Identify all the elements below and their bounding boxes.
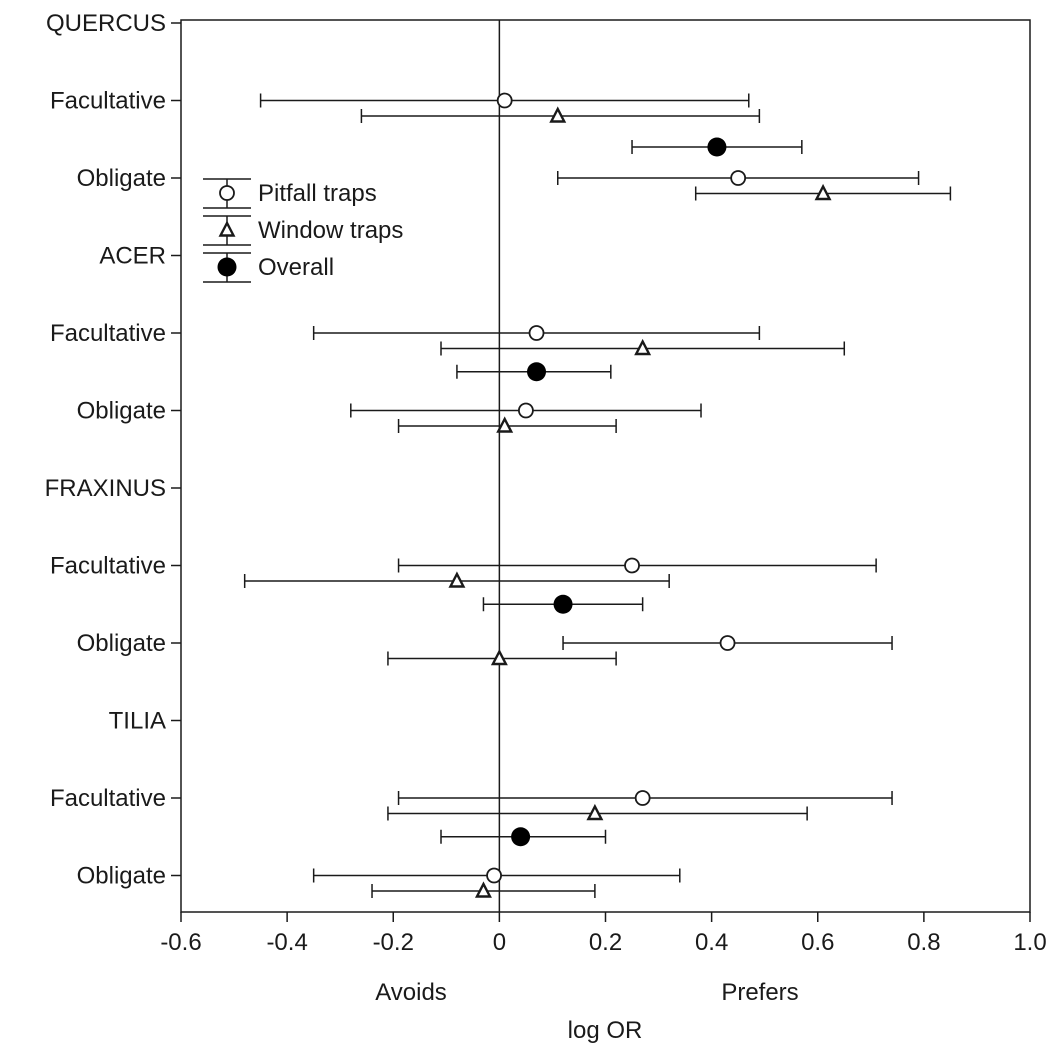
x-tick-label: -0.4 [266, 929, 307, 956]
x-tick-label: 0.8 [907, 929, 940, 956]
overall-marker [553, 594, 573, 614]
row-label: Obligate [77, 630, 166, 657]
row-label: QUERCUS [46, 10, 166, 37]
x-axis-label: log OR [568, 1017, 643, 1044]
x-tick-label: -0.6 [160, 929, 201, 956]
row-label: Obligate [77, 863, 166, 890]
row-label: Facultative [50, 320, 166, 347]
row-label: Facultative [50, 785, 166, 812]
row-label: Obligate [77, 165, 166, 192]
row-label: Facultative [50, 88, 166, 115]
pitfall-marker [730, 170, 747, 186]
pitfall-marker [518, 402, 534, 419]
window-marker [448, 571, 466, 588]
avoids-annotation: Avoids [375, 979, 447, 1006]
pitfall-marker [634, 790, 651, 806]
legend-label: Overall [258, 254, 334, 281]
window-marker [218, 220, 236, 237]
series-layer [243, 92, 952, 898]
legend: Pitfall traps Window traps Overall [203, 178, 403, 283]
row-labels: QUERCUS Facultative Obligate ACER Facultativ… [45, 10, 181, 890]
x-tick-label: 0.2 [589, 929, 622, 956]
legend-label: Pitfall traps [258, 180, 377, 207]
row-label: ACER [99, 243, 166, 270]
x-tick-label: 0.4 [695, 929, 728, 956]
window-marker [814, 183, 832, 201]
x-axis: -0.6 -0.4 -0.2 0 0.2 0.4 0.6 0.8 1.0 [160, 912, 1047, 956]
pitfall-marker [719, 635, 736, 651]
row-label: FRAXINUS [45, 475, 166, 502]
window-marker [490, 648, 508, 666]
x-tick-label: 1.0 [1013, 929, 1046, 956]
window-marker [549, 106, 567, 123]
x-tick-label: -0.2 [373, 929, 414, 956]
row-label: Obligate [77, 398, 166, 425]
overall-marker [707, 137, 727, 157]
pitfall-marker [624, 557, 640, 574]
row-label: Facultative [50, 553, 166, 580]
window-marker [634, 338, 652, 356]
overall-marker [527, 362, 547, 382]
window-marker [586, 803, 604, 821]
x-tick-label: 0.6 [801, 929, 834, 956]
pitfall-marker [486, 867, 502, 884]
pitfall-marker [496, 92, 513, 109]
window-marker [474, 881, 492, 898]
prefers-annotation: Prefers [721, 979, 798, 1006]
x-tick-label: 0 [493, 929, 506, 956]
window-marker [496, 416, 514, 433]
legend-label: Window traps [258, 217, 403, 244]
pitfall-marker [219, 185, 235, 201]
overall-marker [511, 827, 531, 847]
row-label: TILIA [109, 708, 166, 735]
overall-marker [217, 257, 237, 277]
pitfall-marker [528, 325, 545, 341]
plot-frame [180, 19, 1031, 913]
